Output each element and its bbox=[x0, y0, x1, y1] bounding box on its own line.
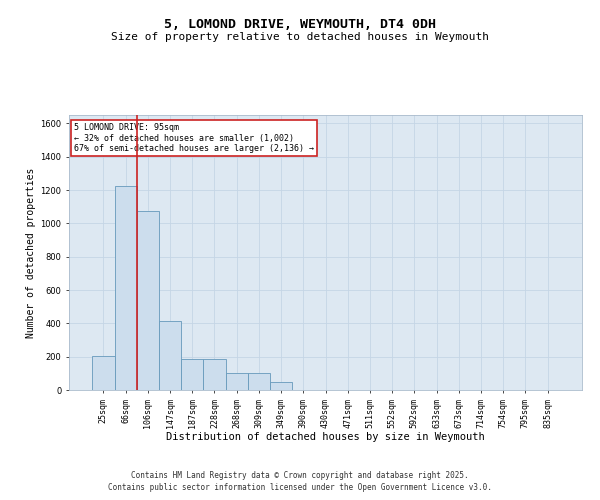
Bar bbox=[181, 359, 203, 390]
Bar bbox=[159, 321, 181, 390]
Text: Contains HM Land Registry data © Crown copyright and database right 2025.: Contains HM Land Registry data © Crown c… bbox=[131, 472, 469, 480]
Bar bbox=[115, 186, 137, 390]
Text: 5, LOMOND DRIVE, WEYMOUTH, DT4 0DH: 5, LOMOND DRIVE, WEYMOUTH, DT4 0DH bbox=[164, 18, 436, 30]
Text: Size of property relative to detached houses in Weymouth: Size of property relative to detached ho… bbox=[111, 32, 489, 42]
Bar bbox=[203, 359, 226, 390]
Bar bbox=[270, 382, 292, 390]
Bar bbox=[248, 374, 270, 390]
Bar bbox=[226, 372, 248, 390]
Y-axis label: Number of detached properties: Number of detached properties bbox=[26, 168, 36, 338]
Bar bbox=[92, 356, 115, 390]
Bar bbox=[137, 211, 159, 390]
Text: 5 LOMOND DRIVE: 95sqm
← 32% of detached houses are smaller (1,002)
67% of semi-d: 5 LOMOND DRIVE: 95sqm ← 32% of detached … bbox=[74, 123, 314, 153]
Text: Contains public sector information licensed under the Open Government Licence v3: Contains public sector information licen… bbox=[108, 483, 492, 492]
X-axis label: Distribution of detached houses by size in Weymouth: Distribution of detached houses by size … bbox=[166, 432, 485, 442]
